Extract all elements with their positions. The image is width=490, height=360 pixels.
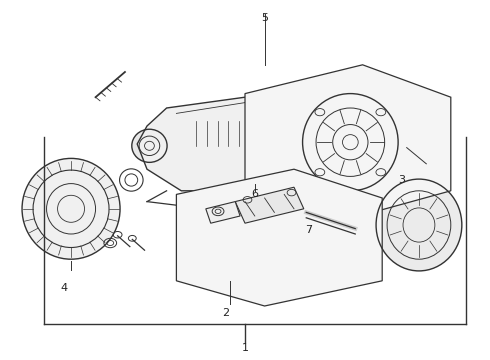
Text: 1: 1 [242,343,248,354]
Polygon shape [245,65,451,223]
Text: 7: 7 [305,225,312,235]
Text: 2: 2 [222,308,229,318]
Text: 3: 3 [398,175,405,185]
Text: 4: 4 [60,283,67,293]
Text: 6: 6 [251,189,258,199]
Polygon shape [235,187,304,223]
Ellipse shape [22,158,120,259]
Polygon shape [137,97,284,191]
Polygon shape [206,202,240,223]
Polygon shape [176,169,382,306]
Text: 5: 5 [261,13,268,23]
Ellipse shape [132,129,167,162]
Ellipse shape [303,94,398,191]
Ellipse shape [376,179,462,271]
